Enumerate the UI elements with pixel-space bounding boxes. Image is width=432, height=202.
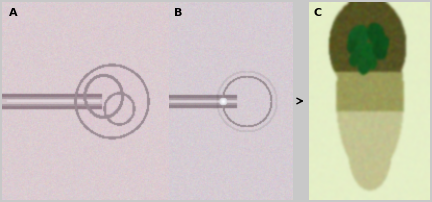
Text: A: A bbox=[9, 8, 17, 18]
Text: C: C bbox=[314, 8, 322, 18]
Text: B: B bbox=[174, 8, 183, 18]
